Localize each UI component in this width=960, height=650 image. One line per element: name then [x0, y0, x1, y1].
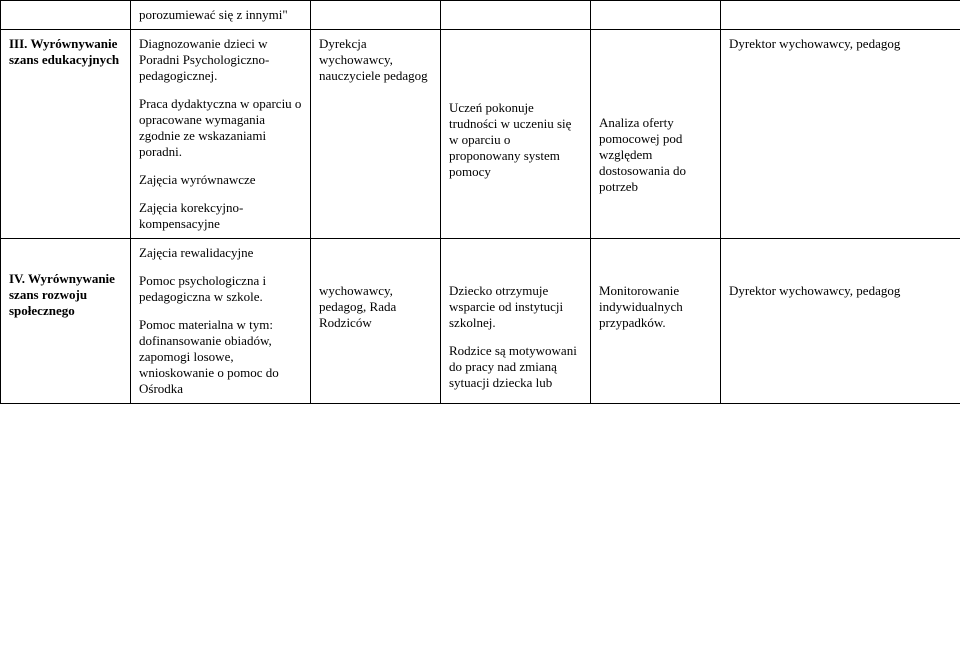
cell-paragraph: Diagnozowanie dzieci w Poradni Psycholog… — [139, 36, 302, 84]
cell: Dziecko otrzymuje wsparcie od instytucji… — [441, 239, 591, 404]
cell-text: Dyrekcja wychowawcy, nauczyciele pedagog — [319, 36, 428, 83]
cell — [591, 1, 721, 30]
table-row: III. Wyrównywanie szans edukacyjnych Dia… — [1, 30, 960, 239]
cell: Diagnozowanie dzieci w Poradni Psycholog… — [131, 30, 311, 239]
cell: Analiza oferty pomocowej pod względem do… — [591, 30, 721, 239]
table-row: IV. Wyrównywanie szans rozwoju społeczne… — [1, 239, 960, 404]
cell-paragraph: Zajęcia wyrównawcze — [139, 172, 302, 188]
cell-paragraph: Pomoc materialna w tym: dofinansowanie o… — [139, 317, 302, 397]
cell — [311, 1, 441, 30]
cell-paragraph: Pomoc psychologiczna i pedagogiczna w sz… — [139, 273, 302, 305]
cell-text: porozumiewać się z innymi" — [139, 7, 288, 22]
document-table: porozumiewać się z innymi" III. Wyrównyw… — [0, 0, 960, 404]
cell-text: Monitorowanie indywidualnych przypadków. — [599, 283, 683, 330]
cell: Dyrektor wychowawcy, pedagog — [721, 239, 960, 404]
cell-text: Dyrektor wychowawcy, pedagog — [729, 36, 900, 51]
cell-paragraph: Rodzice są motywowani do pracy nad zmian… — [449, 343, 582, 391]
cell-paragraph: Zajęcia korekcyjno-kompensacyjne — [139, 200, 302, 232]
cell-heading: III. Wyrównywanie szans edukacyjnych — [1, 30, 131, 239]
cell: Zajęcia rewalidacyjne Pomoc psychologicz… — [131, 239, 311, 404]
cell-paragraph: Praca dydaktyczna w oparciu o opracowane… — [139, 96, 302, 160]
cell-text: Analiza oferty pomocowej pod względem do… — [599, 115, 686, 194]
cell: Dyrektor wychowawcy, pedagog — [721, 30, 960, 239]
cell-heading: IV. Wyrównywanie szans rozwoju społeczne… — [1, 239, 131, 404]
section-title: IV. Wyrównywanie szans rozwoju społeczne… — [9, 271, 115, 318]
cell-paragraph: Dziecko otrzymuje wsparcie od instytucji… — [449, 283, 582, 331]
cell-text: Uczeń pokonuje trudności w uczeniu się w… — [449, 100, 571, 179]
cell-paragraph: Zajęcia rewalidacyjne — [139, 245, 302, 261]
cell — [1, 1, 131, 30]
cell: porozumiewać się z innymi" — [131, 1, 311, 30]
cell — [721, 1, 960, 30]
cell — [441, 1, 591, 30]
cell: Uczeń pokonuje trudności w uczeniu się w… — [441, 30, 591, 239]
cell-text: Dyrektor wychowawcy, pedagog — [729, 283, 900, 298]
cell: Monitorowanie indywidualnych przypadków. — [591, 239, 721, 404]
cell: wychowawcy, pedagog, Rada Rodziców — [311, 239, 441, 404]
table-row: porozumiewać się z innymi" — [1, 1, 960, 30]
cell-text: wychowawcy, pedagog, Rada Rodziców — [319, 283, 396, 330]
cell: Dyrekcja wychowawcy, nauczyciele pedagog — [311, 30, 441, 239]
section-title: III. Wyrównywanie szans edukacyjnych — [9, 36, 119, 67]
